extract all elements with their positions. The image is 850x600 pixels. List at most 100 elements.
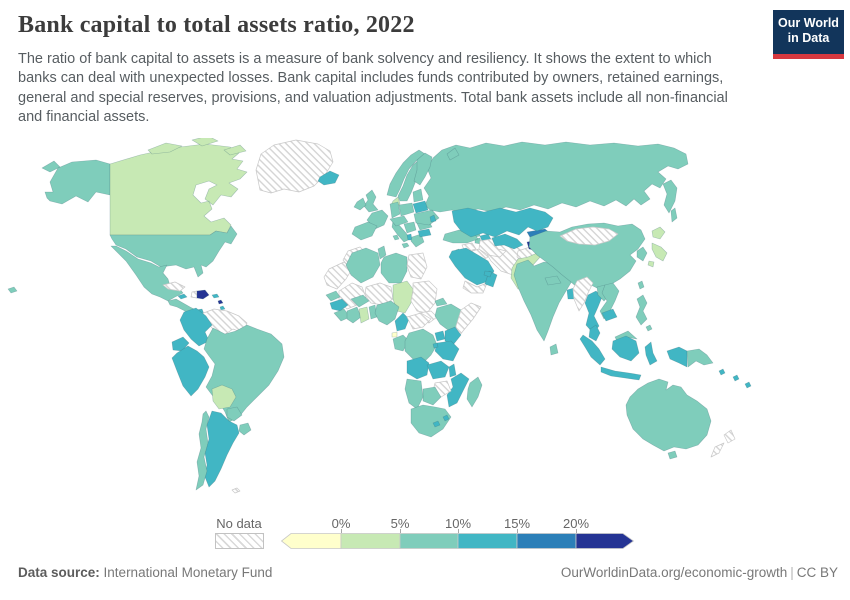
country-kazakhstan[interactable] xyxy=(451,207,554,238)
legend-bin-15-20[interactable] xyxy=(516,533,577,549)
legend-bin-0-5[interactable] xyxy=(340,533,401,549)
no-data-swatch[interactable] xyxy=(215,533,264,549)
country-philippines[interactable] xyxy=(635,294,648,326)
country-cambodia[interactable] xyxy=(601,308,618,322)
country-eswatini[interactable] xyxy=(442,414,450,422)
country-tunisia[interactable] xyxy=(377,245,387,260)
country-spain-portugal[interactable] xyxy=(351,221,378,241)
country-dr-congo[interactable] xyxy=(404,328,438,364)
country-mongolia[interactable] xyxy=(559,226,619,246)
country-finland[interactable] xyxy=(413,152,433,186)
country-chile[interactable] xyxy=(195,410,210,491)
country-tanzania[interactable] xyxy=(434,340,460,362)
country-burkina-faso[interactable] xyxy=(350,294,370,308)
country-jamaica[interactable] xyxy=(177,293,188,300)
country-argentina[interactable] xyxy=(204,410,240,488)
country-malaysia-peninsula[interactable] xyxy=(588,324,601,342)
country-namibia[interactable] xyxy=(404,378,424,410)
legend-bin-10-15[interactable] xyxy=(457,533,518,549)
country-uganda[interactable] xyxy=(434,330,446,342)
country-indonesia-sulawesi[interactable] xyxy=(644,341,658,366)
license-link[interactable]: CC BY xyxy=(796,565,838,580)
country-india[interactable] xyxy=(513,259,581,342)
country-yemen[interactable] xyxy=(462,280,488,294)
country-mozambique[interactable] xyxy=(446,372,470,408)
country-germany[interactable] xyxy=(389,201,401,219)
country-paraguay[interactable] xyxy=(226,406,243,422)
country-nepal[interactable] xyxy=(544,275,562,286)
country-taiwan[interactable] xyxy=(637,280,645,290)
country-baltic-states[interactable] xyxy=(412,188,424,203)
country-dominican-republic[interactable] xyxy=(196,289,210,300)
country-new-zealand-north[interactable] xyxy=(723,429,736,444)
country-indonesia-sumatra[interactable] xyxy=(579,334,606,366)
country-guinea[interactable] xyxy=(329,298,349,312)
country-uzbekistan[interactable] xyxy=(491,233,524,250)
country-indonesia-kalimantan[interactable] xyxy=(611,335,640,362)
legend-bin-over-20[interactable] xyxy=(575,533,634,549)
country-chad[interactable] xyxy=(392,280,414,314)
country-sardinia[interactable] xyxy=(392,234,400,241)
country-sri-lanka[interactable] xyxy=(549,343,559,356)
country-algeria[interactable] xyxy=(345,247,381,284)
country-lesotho[interactable] xyxy=(432,420,441,428)
country-iceland[interactable] xyxy=(317,170,340,186)
country-brazil[interactable] xyxy=(203,324,285,423)
country-fiji[interactable] xyxy=(744,381,752,389)
country-somalia[interactable] xyxy=(455,302,482,340)
country-libya[interactable] xyxy=(380,252,408,284)
country-lesser-antilles[interactable] xyxy=(217,299,224,305)
country-philippines-mindanao[interactable] xyxy=(645,324,653,332)
country-bolivia[interactable] xyxy=(211,384,237,410)
country-hawaii[interactable] xyxy=(7,286,18,294)
country-russia[interactable] xyxy=(423,141,689,214)
country-peru[interactable] xyxy=(171,345,210,397)
country-zambia[interactable] xyxy=(426,360,450,380)
country-belarus[interactable] xyxy=(412,200,429,214)
country-moldova[interactable] xyxy=(429,214,437,223)
country-united-kingdom[interactable] xyxy=(363,189,379,213)
country-vanuatu[interactable] xyxy=(732,374,740,382)
country-puerto-rico[interactable] xyxy=(211,293,220,299)
country-turkmenistan[interactable] xyxy=(478,238,507,258)
country-central-europe[interactable] xyxy=(389,215,409,227)
legend-bin-under-0[interactable] xyxy=(281,533,342,549)
country-uruguay[interactable] xyxy=(238,422,252,436)
country-sicily[interactable] xyxy=(401,242,410,249)
country-nigeria[interactable] xyxy=(374,300,400,326)
country-new-zealand-south[interactable] xyxy=(710,442,725,458)
country-canada-arctic-2[interactable] xyxy=(191,138,219,147)
country-mexico[interactable] xyxy=(110,245,184,302)
country-madagascar[interactable] xyxy=(466,376,483,408)
country-western-balkans[interactable] xyxy=(403,221,417,234)
country-ghana[interactable] xyxy=(358,306,370,324)
country-indonesia-papua[interactable] xyxy=(666,346,688,368)
country-south-africa[interactable] xyxy=(410,404,452,438)
country-mauritania[interactable] xyxy=(323,261,353,290)
country-equatorial-guinea[interactable] xyxy=(391,331,398,338)
country-myanmar[interactable] xyxy=(572,276,594,312)
country-cameroon[interactable] xyxy=(394,312,410,332)
country-kenya[interactable] xyxy=(444,326,462,346)
country-cote-divoire[interactable] xyxy=(346,306,362,324)
country-canada[interactable] xyxy=(109,143,248,236)
country-papua-new-guinea[interactable] xyxy=(686,348,714,368)
country-poland[interactable] xyxy=(398,202,415,217)
country-australia[interactable] xyxy=(625,378,712,452)
country-malawi[interactable] xyxy=(448,363,457,378)
country-uae[interactable] xyxy=(483,270,493,278)
legend-bin-5-10[interactable] xyxy=(399,533,459,549)
country-south-korea[interactable] xyxy=(636,246,648,262)
country-senegal[interactable] xyxy=(325,290,341,302)
country-japan-hokkaido[interactable] xyxy=(651,226,666,240)
country-cuba[interactable] xyxy=(162,281,186,292)
owid-logo[interactable]: Our World in Data xyxy=(773,10,844,54)
country-russia-kamchatka[interactable] xyxy=(662,179,678,214)
country-egypt[interactable] xyxy=(406,252,428,280)
country-canada-arctic-1[interactable] xyxy=(147,142,183,155)
country-haiti[interactable] xyxy=(190,290,198,299)
country-indonesia-java[interactable] xyxy=(600,366,642,381)
country-russia-chukotka[interactable] xyxy=(41,160,61,173)
country-italy[interactable] xyxy=(391,220,411,243)
country-china[interactable] xyxy=(528,222,646,290)
